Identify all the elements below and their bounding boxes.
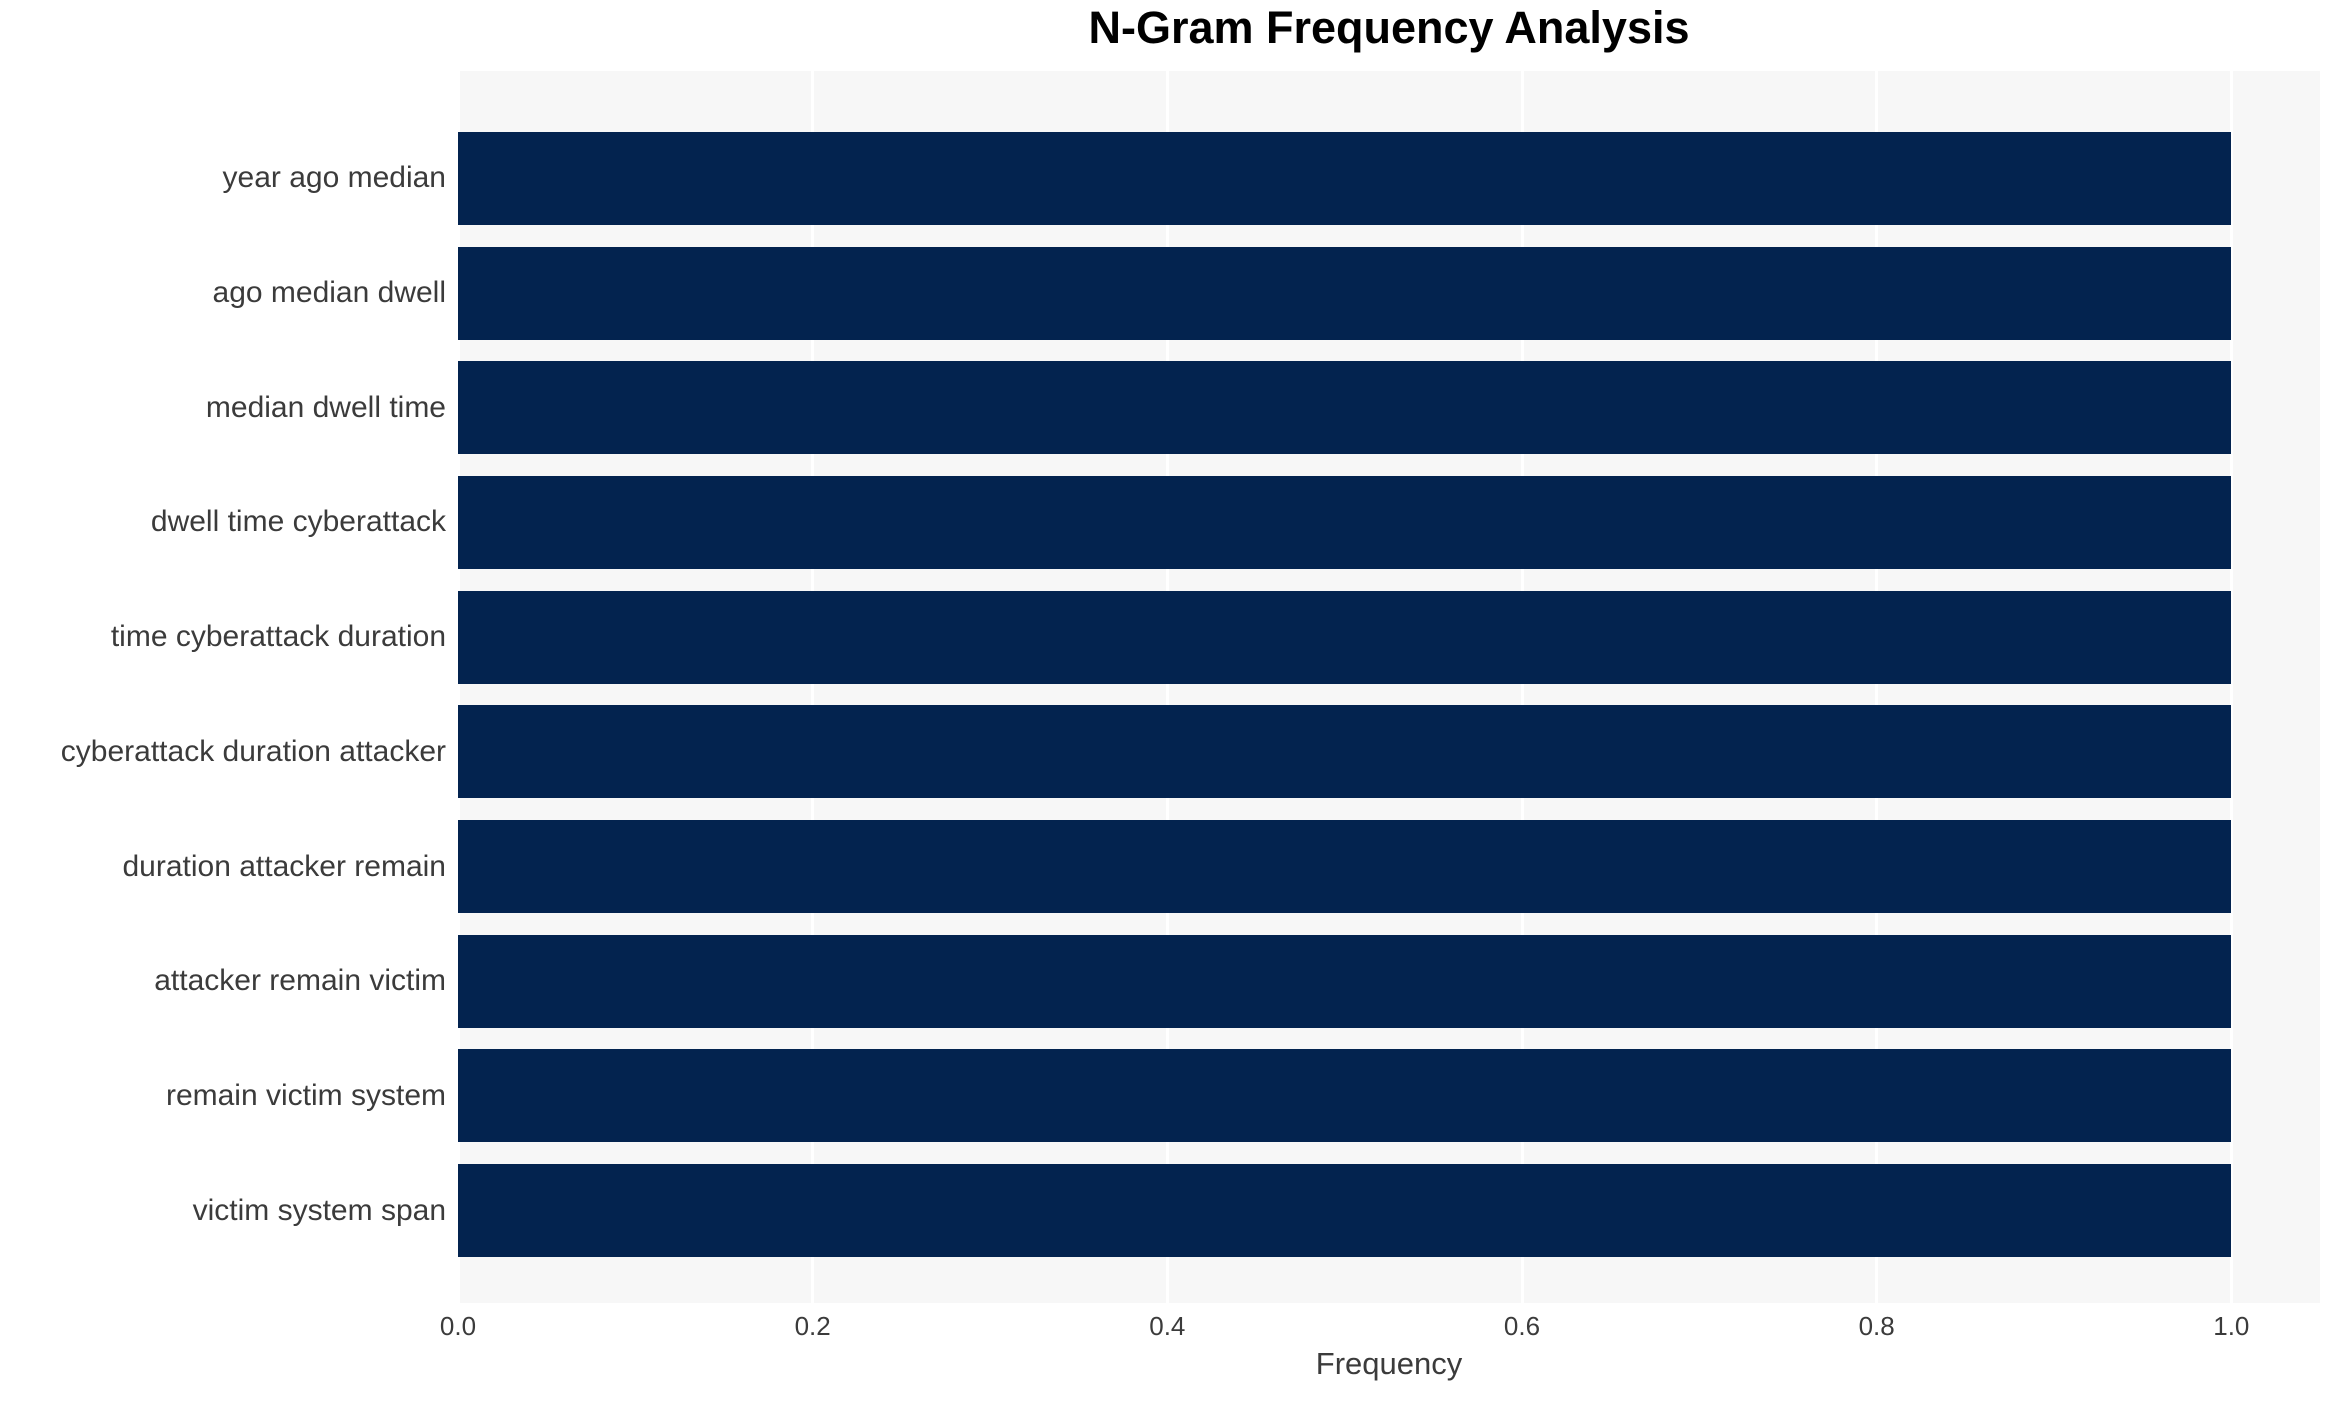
x-tick-label: 0.0 [439,1311,477,1341]
frequency-bar [458,820,2232,914]
bar-row: victim system span [0,1153,2320,1268]
bar-row: dwell time cyberattack [0,465,2320,580]
bar-rows-container: year ago median ago median dwell median dw… [0,71,2320,1303]
bar-track [458,236,2320,351]
frequency-bar [458,1164,2232,1258]
y-axis-label: duration attacker remain [122,849,447,883]
y-axis-label: dwell time cyberattack [150,505,446,539]
x-axis-ticks: 0.0 0.2 0.4 0.6 0.8 1.0 [440,1303,2320,1343]
frequency-bar [458,1049,2232,1143]
bar-track [458,809,2320,924]
frequency-bar [458,361,2232,455]
y-axis-label: time cyberattack duration [110,620,446,654]
x-tick-label: 0.6 [1503,1311,1541,1341]
x-tick-label: 0.8 [1858,1311,1895,1341]
bar-row: duration attacker remain [0,809,2320,924]
frequency-bar [458,246,2232,340]
bar-row: remain victim system [0,1039,2320,1154]
bar-row: year ago median [0,121,2320,236]
y-axis-label: victim system span [192,1193,446,1227]
frequency-bar [458,934,2232,1028]
frequency-bar [458,705,2232,799]
frequency-bar [458,590,2232,684]
bar-track [458,695,2320,810]
x-tick-label: 0.4 [1149,1311,1186,1341]
y-axis-label: ago median dwell [212,276,446,310]
bar-track [458,1039,2320,1154]
chart-title: N-Gram Frequency Analysis [1088,2,1690,53]
gridline-x-0.6 [1520,71,1524,1303]
bar-row: attacker remain victim [0,924,2320,1039]
bar-row: time cyberattack duration [0,580,2320,695]
bar-track [458,121,2320,236]
bar-row: ago median dwell [0,236,2320,351]
y-axis-label: remain victim system [165,1078,446,1112]
bar-track [458,580,2320,695]
bar-track [458,465,2320,580]
bar-track [458,924,2320,1039]
bar-track [458,350,2320,465]
x-tick-label: 0.2 [794,1311,831,1341]
x-tick-label: 1.0 [2213,1311,2250,1341]
bar-row: median dwell time [0,350,2320,465]
y-axis-label: year ago median [222,161,446,195]
frequency-bar [458,131,2232,225]
y-axis-label: attacker remain victim [154,964,446,998]
frequency-bar [458,475,2232,569]
gridline-x-0.2 [811,71,815,1303]
gridline-x-0.4 [1165,71,1169,1303]
y-axis-label: median dwell time [205,390,446,424]
bar-row: cyberattack duration attacker [0,695,2320,810]
gridline-x-0.0 [456,71,460,1303]
x-axis-label: Frequency [1315,1346,1463,1381]
gridline-x-1.0 [2229,71,2233,1303]
bar-track [458,1153,2320,1268]
y-axis-label: cyberattack duration attacker [60,734,446,768]
gridline-x-0.8 [1875,71,1879,1303]
